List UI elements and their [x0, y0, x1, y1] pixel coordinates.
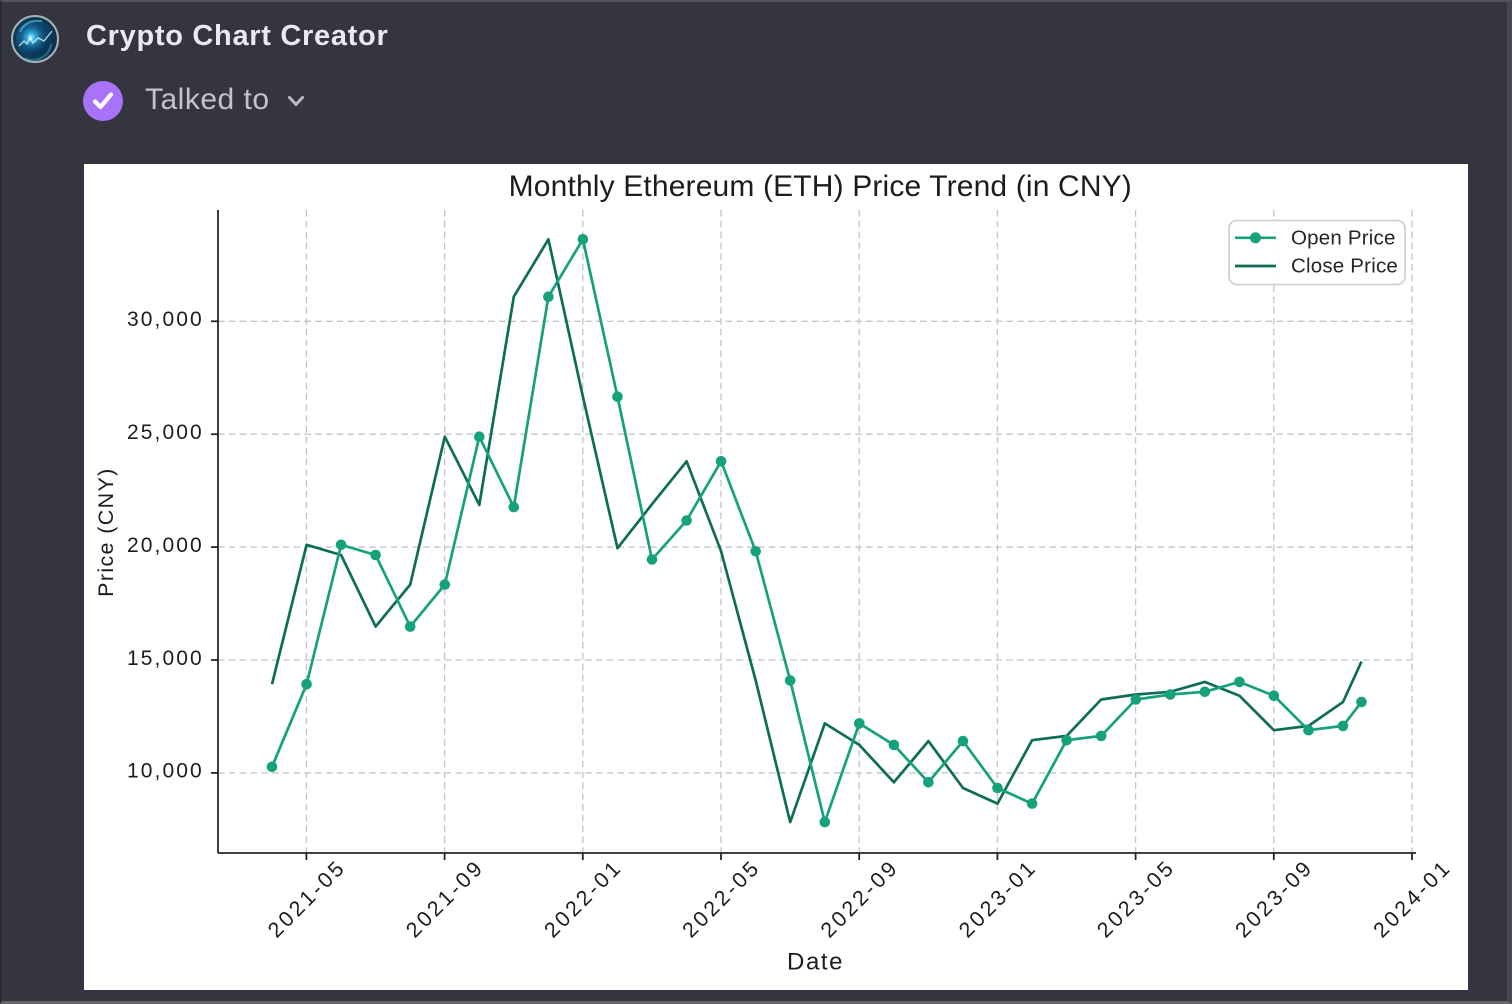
svg-text:2024-01: 2024-01 — [1369, 855, 1457, 943]
svg-text:Close Price: Close Price — [1291, 255, 1398, 278]
svg-text:20,000: 20,000 — [127, 534, 204, 557]
svg-text:Monthly Ethereum (ETH) Price T: Monthly Ethereum (ETH) Price Trend (in C… — [509, 170, 1132, 203]
svg-text:2021-05: 2021-05 — [263, 855, 351, 943]
svg-text:15,000: 15,000 — [127, 647, 204, 670]
svg-text:2022-01: 2022-01 — [540, 855, 628, 943]
svg-text:Open Price: Open Price — [1291, 227, 1396, 250]
svg-text:Date: Date — [787, 949, 844, 976]
svg-text:2023-09: 2023-09 — [1231, 855, 1319, 943]
svg-text:2022-05: 2022-05 — [678, 855, 766, 943]
svg-text:10,000: 10,000 — [127, 760, 204, 783]
svg-text:2021-09: 2021-09 — [401, 855, 489, 943]
svg-text:Price (CNY): Price (CNY) — [94, 467, 118, 597]
svg-text:2023-05: 2023-05 — [1092, 855, 1180, 943]
svg-text:2023-01: 2023-01 — [954, 855, 1042, 943]
svg-text:2022-09: 2022-09 — [816, 855, 904, 943]
svg-text:30,000: 30,000 — [127, 308, 204, 331]
svg-text:25,000: 25,000 — [127, 421, 204, 444]
